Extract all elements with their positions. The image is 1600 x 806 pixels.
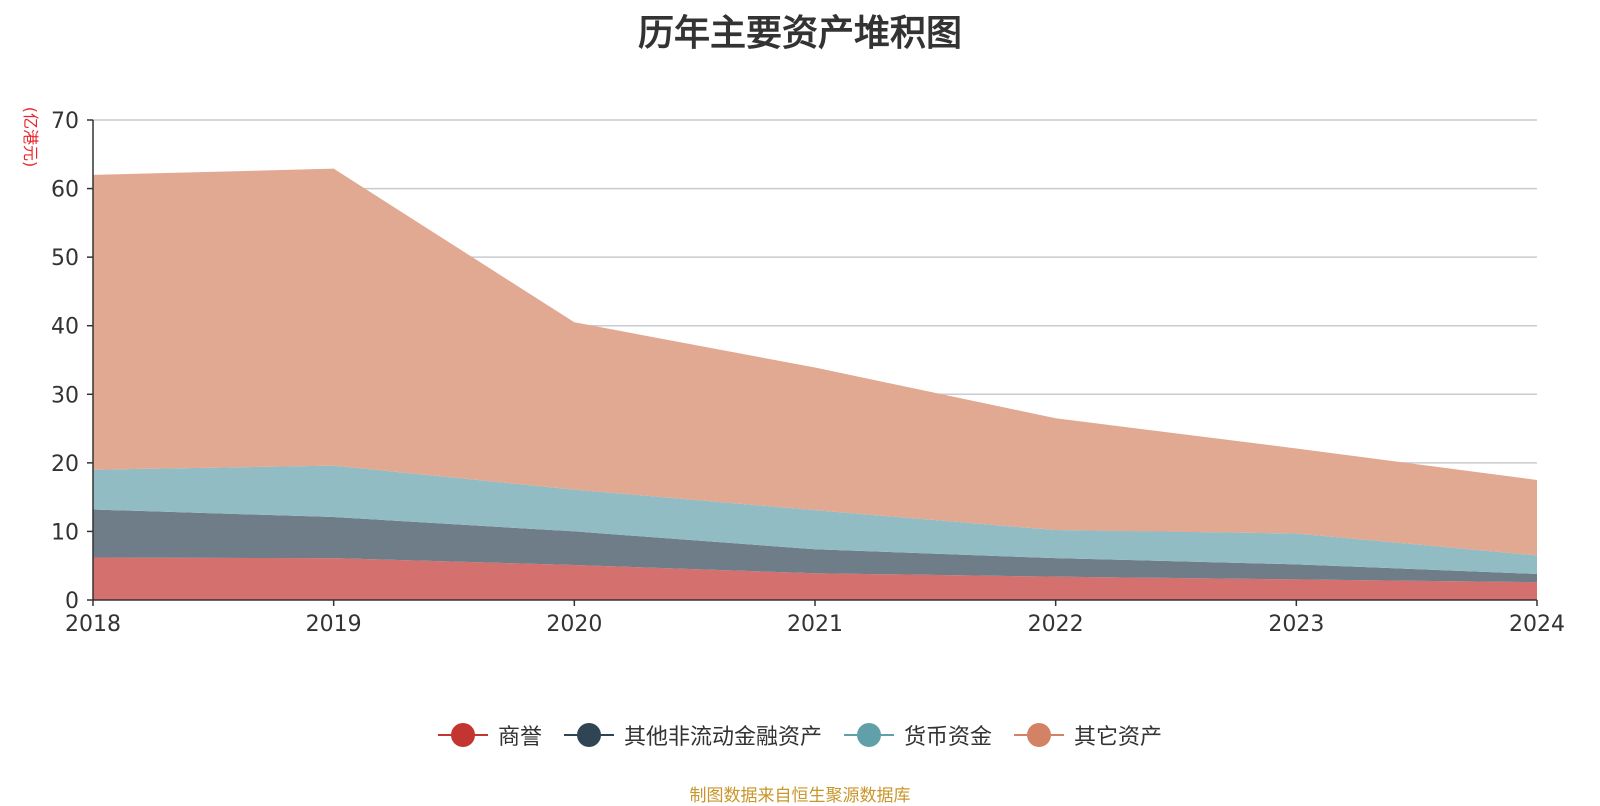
legend-label: 其它资产 [1074,725,1163,750]
y-tick-label: 60 [51,178,79,203]
legend-item[interactable]: 其他非流动金融资产 [563,719,822,751]
x-tick-label: 2020 [546,612,602,637]
y-tick-label: 30 [51,383,79,408]
chart-title: 历年主要资产堆积图 [637,13,962,54]
y-tick-label: 0 [65,589,79,614]
legend-item[interactable]: 商誉 [437,719,542,751]
y-tick-label: 70 [51,109,79,134]
x-tick-label: 2019 [306,612,362,637]
legend-label: 其他非流动金融资产 [623,725,822,750]
x-tick-label: 2024 [1509,612,1565,637]
area-series [93,509,1537,583]
legend-marker-icon [437,723,488,747]
legend-label: 货币资金 [904,725,993,750]
area-series [93,557,1537,600]
legend-item[interactable]: 其它资产 [1014,719,1162,751]
x-tick-label: 2022 [1028,612,1084,637]
legend-marker-icon [844,723,894,747]
legend-label: 商誉 [497,725,542,750]
y-tick-label: 20 [51,452,79,477]
area-series [93,465,1537,574]
legend-marker-icon [563,723,614,747]
x-tick-label: 2023 [1268,612,1324,637]
data-source-note: 制图数据来自恒生聚源数据库 [689,786,911,806]
legend-marker-icon [1014,723,1065,747]
y-tick-label: 10 [51,520,79,545]
chart-legend[interactable]: 商誉 其他非流动金融资产 货币资金 其它资产 [0,719,1600,751]
x-tick-label: 2021 [787,612,843,637]
area-series [93,168,1537,556]
legend-item[interactable]: 货币资金 [844,719,992,751]
y-tick-label: 40 [51,315,79,340]
x-tick-label: 2018 [65,612,121,637]
y-tick-label: 50 [51,246,79,271]
